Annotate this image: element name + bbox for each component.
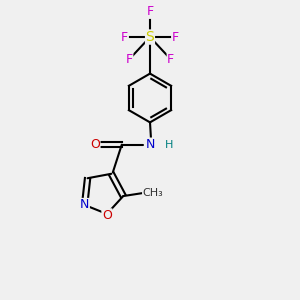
Text: H: H	[165, 140, 173, 150]
Text: N: N	[80, 199, 89, 212]
Text: O: O	[90, 138, 100, 151]
Text: F: F	[172, 31, 179, 44]
Text: F: F	[167, 53, 174, 66]
Text: F: F	[126, 53, 133, 66]
Text: O: O	[102, 209, 112, 222]
Text: CH₃: CH₃	[142, 188, 163, 198]
Text: N: N	[145, 138, 155, 151]
Text: F: F	[146, 5, 154, 18]
Text: F: F	[121, 31, 128, 44]
Text: S: S	[146, 30, 154, 44]
